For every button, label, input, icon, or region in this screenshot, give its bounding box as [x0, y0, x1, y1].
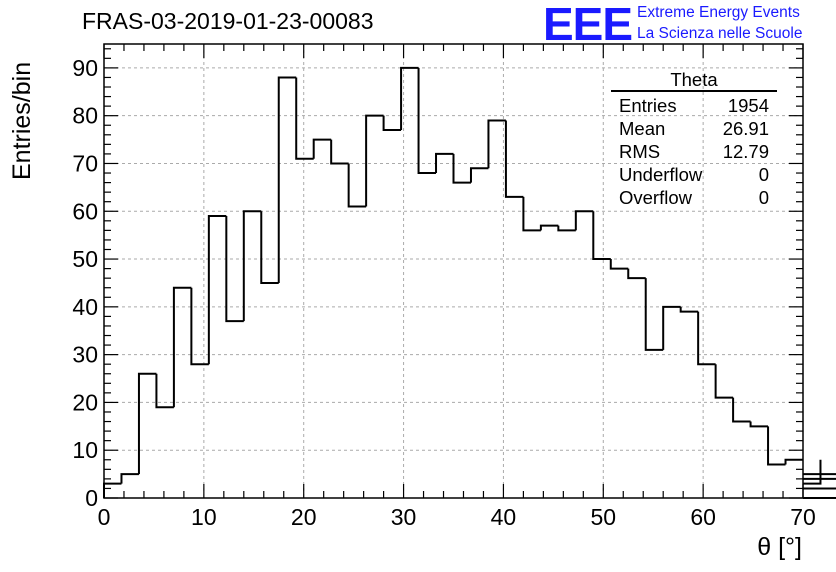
histogram-bin [225, 216, 244, 323]
y-tick-label: 70 [72, 150, 98, 176]
histogram-bin [679, 306, 699, 313]
histogram-bin [574, 210, 594, 231]
y-tick-label: 10 [72, 437, 98, 463]
histogram-bin [714, 364, 734, 399]
stats-label: RMS [619, 141, 661, 162]
histogram-bin [784, 458, 803, 465]
plot-frame [103, 43, 804, 499]
y-tick-label: 90 [72, 55, 98, 81]
histogram-bin [662, 305, 681, 350]
x-tick-label: 10 [191, 504, 217, 530]
stats-label: Overflow [619, 187, 692, 208]
histogram-bin [103, 482, 122, 498]
histogram-bin [557, 225, 576, 232]
x-tick-label: 70 [790, 504, 816, 530]
y-tick-label: 40 [72, 294, 98, 320]
histogram-bin [172, 286, 192, 408]
histogram-bin [347, 163, 367, 208]
logo-line-1: Extreme Energy Events [637, 4, 800, 21]
stats-value: 1954 [727, 95, 769, 116]
stats-row-underflow: Underflow 0 [611, 163, 777, 186]
histogram-bin [190, 287, 209, 366]
histogram-bin [539, 224, 559, 231]
histogram-bin [207, 215, 227, 365]
x-tick-label: 50 [590, 504, 616, 530]
y-tick-label: 60 [72, 198, 98, 224]
stats-value: 12.79 [722, 141, 769, 162]
histogram-bin [592, 211, 611, 261]
logo-line-2: La Scienza nelle Scuole [637, 25, 803, 42]
eee-logo-mark: EEE [543, 0, 633, 50]
histogram-bin [697, 311, 716, 366]
histogram-bin [732, 397, 751, 423]
histogram-bin [627, 268, 646, 280]
y-tick-label: 30 [72, 342, 98, 368]
stats-label: Entries [619, 95, 677, 116]
y-tick-label: 80 [72, 103, 98, 129]
eee-logo: EEE Extreme Energy Events La Scienza nel… [543, 0, 836, 50]
histogram-bin [452, 153, 471, 184]
histogram-bin [803, 459, 822, 485]
stats-title: Theta [611, 70, 777, 92]
histogram-bin [609, 259, 629, 270]
x-tick-label: 40 [491, 504, 517, 530]
histogram-bin [137, 372, 157, 475]
axes: 0 10 20 30 40 50 60 70 0 10 20 30 40 50 60 70 80 90 [72, 43, 816, 530]
x-tick-label: 30 [391, 504, 417, 530]
histogram-bin [242, 210, 262, 322]
histogram-bin [120, 473, 139, 484]
histogram-bin [155, 373, 174, 409]
stats-value: 26.91 [722, 118, 769, 139]
x-tick-label: 0 [98, 504, 111, 530]
histogram-bin [382, 115, 402, 132]
stats-row-mean: Mean 26.91 [611, 117, 777, 140]
histogram-bin [469, 167, 489, 183]
histogram-bin [365, 114, 384, 207]
stats-box: Theta Entries 1954 Mean 26.91 RMS 12.79 … [611, 70, 777, 209]
stats-value: 0 [758, 187, 769, 208]
histogram-bin [803, 497, 836, 499]
stats-row-rms: RMS 12.79 [611, 140, 777, 163]
histogram-bin [435, 152, 454, 174]
y-tick-label: 0 [85, 485, 98, 511]
stats-label: Mean [619, 118, 666, 139]
histogram-bin [312, 138, 332, 159]
histogram-bin [767, 426, 786, 466]
y-axis-label: Entries/bin [8, 61, 36, 180]
x-tick-label: 60 [690, 504, 716, 530]
stats-value: 0 [758, 164, 769, 185]
x-tick-label: 20 [291, 504, 317, 530]
histogram-bin [803, 473, 836, 476]
histogram-bin [400, 66, 419, 131]
histogram-bin [749, 421, 769, 428]
x-axis-label: θ [°] [757, 533, 802, 561]
histogram-bin [277, 76, 297, 283]
histogram-bin [803, 477, 836, 480]
stats-row-overflow: Overflow 0 [611, 186, 777, 209]
histogram-bin [803, 487, 836, 490]
histogram-bin [504, 120, 524, 198]
histogram-bin [260, 211, 279, 284]
y-tick-label: 20 [72, 389, 98, 415]
histogram-bin [644, 278, 664, 351]
histogram-bin [417, 67, 437, 175]
plot-title: FRAS-03-2019-01-23-00083 [82, 8, 374, 34]
histogram-bin [330, 139, 349, 165]
stats-row-entries: Entries 1954 [611, 94, 777, 117]
histogram-bin [295, 77, 314, 160]
histogram-bin [487, 119, 506, 169]
histogram-bin [522, 196, 541, 232]
stats-label: Underflow [619, 164, 703, 185]
y-tick-label: 50 [72, 246, 98, 272]
